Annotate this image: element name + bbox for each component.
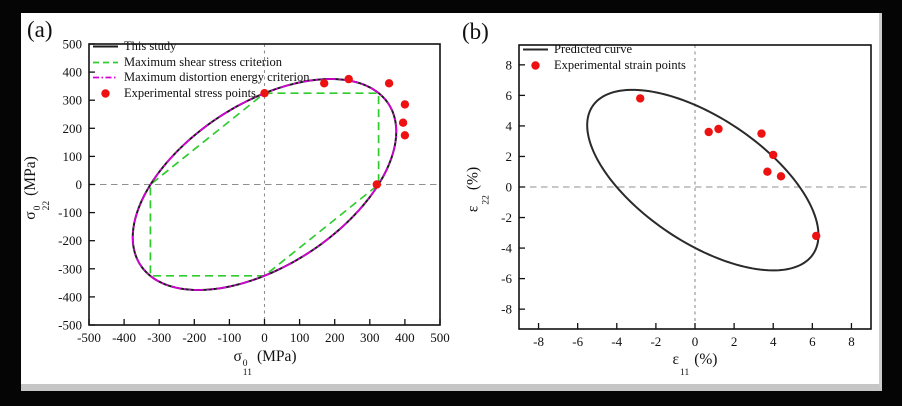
legend-item: This study <box>92 39 310 55</box>
legend-solid-swatch-icon <box>523 48 548 50</box>
data-point <box>757 129 766 138</box>
epsilon-symbol: ε <box>672 351 680 368</box>
y-tick-label: 0 <box>76 177 83 192</box>
x-tick-label: -400 <box>112 330 136 345</box>
panel-b-plot: -8 -6 -4 -2 0 2 4 6 8 -8 -6 -4 -2 0 2 4 6 8 <box>501 44 872 349</box>
data-point <box>400 131 410 140</box>
y-tick-label: 2 <box>506 149 513 164</box>
y-axis-title-b: ε 22 (%) <box>464 166 492 213</box>
legend-marker-swatch-icon <box>531 60 540 70</box>
legend-a: This study Maximum shear stress criterion… <box>92 39 310 101</box>
x-tick-label: -4 <box>611 334 622 349</box>
x-tick-label: 6 <box>809 334 816 349</box>
y-tick-label: 500 <box>63 37 83 52</box>
x-tick-label: 0 <box>692 334 699 349</box>
x-axis-title-a: σ 0 11 (MPa) <box>233 348 297 378</box>
x-tick-label: -500 <box>77 330 101 345</box>
y-tick-label: -4 <box>501 241 512 256</box>
y-axis-title-a: σ 0 22 (MPa) <box>22 156 52 220</box>
legend-label: Predicted curve <box>554 41 633 56</box>
panel-label-b: (b) <box>462 19 489 44</box>
epsilon-symbol: ε <box>464 205 482 213</box>
legend-item: Predicted curve <box>522 41 686 57</box>
data-point <box>398 118 408 127</box>
y-tick-label: -100 <box>58 205 82 220</box>
x-tick-label: 2 <box>731 334 738 349</box>
data-point <box>320 79 329 88</box>
y-tick-label: -2 <box>501 210 512 225</box>
y-tick-label: 0 <box>506 180 513 195</box>
sigma-symbol: σ <box>233 348 242 365</box>
data-point <box>769 150 778 160</box>
panel-label-a: (a) <box>27 17 53 42</box>
x-tick-label: 200 <box>325 330 345 345</box>
x-tick-label: 500 <box>430 330 450 345</box>
legend-marker-swatch-icon <box>101 89 110 98</box>
y-axis-unit-a: (MPa) <box>22 156 39 196</box>
x-tick-label: 4 <box>770 334 777 349</box>
data-point <box>704 127 713 137</box>
data-point <box>636 94 645 103</box>
y-tick-label: 300 <box>63 93 83 108</box>
y-tick-label: -400 <box>58 289 82 304</box>
legend-item: Maximum shear stress criterion <box>92 55 310 71</box>
y-tick-label: 200 <box>63 121 83 136</box>
y-tick-label: 100 <box>63 149 83 164</box>
x-tick-label: 100 <box>290 330 310 345</box>
x-axis-title-b: ε 11 (%) <box>672 351 718 378</box>
data-point <box>776 172 786 181</box>
x-axis-unit-b: (%) <box>694 351 718 368</box>
legend-solid-swatch-icon <box>93 45 118 48</box>
data-point <box>812 231 821 241</box>
y-tick-label: 6 <box>506 88 513 103</box>
data-point <box>763 167 772 176</box>
legend-dashdot-swatch-icon <box>93 76 118 79</box>
series-predicted-curve <box>586 88 820 272</box>
y-tick-label: -8 <box>501 302 512 317</box>
x-tick-label: -200 <box>182 330 206 345</box>
x-tick-label: 400 <box>395 330 415 345</box>
y-axis-unit-b: (%) <box>464 166 482 191</box>
y-tick-label: -6 <box>501 271 512 286</box>
data-point <box>400 100 410 109</box>
legend-item: Maximum distortion energy criterion <box>92 70 310 86</box>
legend-label: Maximum shear stress criterion <box>124 54 282 69</box>
data-point <box>344 74 353 84</box>
legend-label: Experimental stress points <box>124 85 256 100</box>
x-tick-label: -6 <box>572 334 583 349</box>
y-tick-label: -200 <box>58 233 82 248</box>
x-tick-label: 300 <box>360 330 380 345</box>
y-tick-label: 4 <box>506 118 513 133</box>
legend-b: Predicted curve Experimental strain point… <box>522 41 686 73</box>
x-tick-label: 0 <box>261 330 268 345</box>
data-point <box>384 79 394 88</box>
y-tick-label: -500 <box>58 318 82 333</box>
sigma-symbol: σ <box>22 211 39 220</box>
legend-label: Maximum distortion energy criterion <box>124 70 310 85</box>
x-tick-label: -100 <box>217 330 241 345</box>
legend-label: Experimental strain points <box>554 57 686 72</box>
legend-item: Experimental stress points <box>92 86 310 102</box>
data-point <box>260 89 269 98</box>
data-point <box>714 124 723 134</box>
x-tick-label: 8 <box>848 334 855 349</box>
x-tick-label: -2 <box>650 334 661 349</box>
data-point <box>372 180 381 189</box>
x-tick-label: -8 <box>533 334 544 349</box>
legend-dashed-swatch-icon <box>93 61 118 64</box>
y-tick-label: 400 <box>63 65 83 80</box>
x-tick-label: -300 <box>147 330 171 345</box>
panel-a-plot: -500 -400 -300 -200 -100 0 100 200 300 400 500 -500… <box>58 37 450 346</box>
x-axis-unit-a: (MPa) <box>256 348 297 365</box>
figure-background <box>21 13 882 391</box>
y-tick-label: 8 <box>506 57 513 72</box>
y-tick-label: -300 <box>58 261 82 276</box>
legend-label: This study <box>124 39 177 54</box>
legend-item: Experimental strain points <box>522 57 686 73</box>
